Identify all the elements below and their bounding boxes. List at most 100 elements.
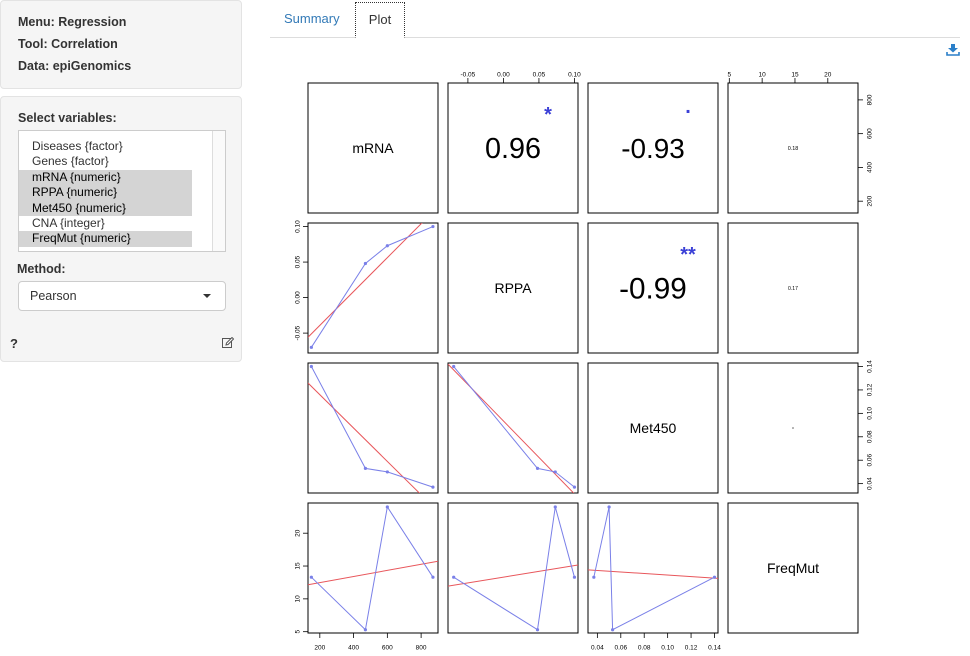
tick-label: 0.10 <box>568 72 581 79</box>
tab-bar: Summary Plot <box>270 0 960 38</box>
panel-frame <box>587 222 719 354</box>
panel-frame <box>587 502 719 634</box>
method-label: Method: <box>17 262 66 276</box>
panel-FreqMut-Met450 <box>587 502 719 634</box>
data-point <box>572 485 577 489</box>
panel-FreqMut-RPPA <box>447 502 579 634</box>
variable-label: mRNA <box>352 140 394 156</box>
tick-label: 0.14 <box>867 360 874 373</box>
tick-label: 0.08 <box>867 430 874 443</box>
tick-label: -0.05 <box>460 72 475 79</box>
panel-RPPA-RPPA: RPPA <box>447 222 579 354</box>
tick-label: 400 <box>867 162 874 173</box>
data-point <box>535 628 540 632</box>
panel-FreqMut-mRNA <box>307 502 439 634</box>
tick-label: 0.12 <box>685 645 698 652</box>
data-point <box>431 485 435 489</box>
data-point <box>610 628 615 632</box>
tick-label: 5 <box>295 629 302 633</box>
data-point <box>712 575 717 579</box>
method-value: Pearson <box>30 289 77 303</box>
variable-option[interactable]: RPPA {numeric} <box>19 185 192 201</box>
correlation-value: 0 <box>792 426 794 430</box>
panel-frame <box>307 362 439 494</box>
menu-label: Menu: Regression <box>18 15 127 29</box>
data-point <box>431 224 435 229</box>
data-point <box>309 364 313 369</box>
data-point <box>607 505 611 509</box>
download-icon[interactable] <box>946 44 960 56</box>
fit-line <box>308 223 423 338</box>
data-point <box>553 505 557 509</box>
chevron-down-icon <box>203 294 211 298</box>
data-point <box>553 470 557 474</box>
tick-label: 0.10 <box>295 220 302 233</box>
data-point <box>431 575 435 579</box>
correlation-value: 0.96 <box>485 133 541 165</box>
data-point <box>592 575 596 579</box>
correlation-value: 0.18 <box>788 146 799 152</box>
panel-FreqMut-FreqMut: FreqMut <box>727 502 859 634</box>
panel-frame <box>587 82 719 214</box>
tick-label: 15 <box>295 562 302 570</box>
tick-label: 800 <box>867 94 874 105</box>
tick-label: -0.05 <box>295 325 302 340</box>
tick-label: 0.06 <box>614 645 627 652</box>
axis-left-RPPA: -0.05 0.00 0.05 0.10 <box>295 220 308 341</box>
select-variables-label: Select variables: <box>18 111 117 125</box>
tick-label: 0.10 <box>661 645 674 652</box>
data-point <box>309 345 313 349</box>
tick-label: 15 <box>791 72 799 79</box>
data-point <box>309 575 313 579</box>
data-line <box>453 506 575 631</box>
tick-label: 0.05 <box>295 255 302 268</box>
variable-option[interactable]: Genes {factor} <box>32 154 109 169</box>
panel-mRNA-RPPA: 0.96* <box>447 82 579 214</box>
panel-frame <box>447 222 579 354</box>
panel-frame <box>447 502 579 634</box>
tick-label: 0.05 <box>533 72 546 79</box>
tick-label: 200 <box>314 645 325 652</box>
fit-line <box>588 569 718 579</box>
fit-line <box>308 382 421 493</box>
data-point <box>363 261 368 266</box>
axis-bottom-Met450: 0.04 0.06 0.08 0.10 0.12 0.14 <box>591 633 721 652</box>
variable-option[interactable]: Met450 {numeric} <box>19 200 192 216</box>
tick-label: 5 <box>728 72 732 79</box>
tick-label: 600 <box>382 645 393 652</box>
axis-right-Met450: 0.04 0.06 0.08 0.10 0.12 0.14 <box>858 360 874 490</box>
variables-select[interactable]: Diseases {factor} Genes {factor} mRNA {num… <box>18 130 226 252</box>
tick-label: 0.04 <box>591 645 604 652</box>
tick-label: 600 <box>867 128 874 139</box>
panel-frame <box>727 502 859 634</box>
variable-option[interactable]: FreqMut {numeric} <box>19 231 192 247</box>
panel-mRNA-FreqMut: 0.18 <box>727 82 859 214</box>
variable-option[interactable]: mRNA {numeric} <box>19 169 192 186</box>
panel-frame <box>307 502 439 634</box>
axis-left-FreqMut: 5 10 15 20 <box>295 529 308 633</box>
panel-frame <box>447 82 579 214</box>
panel-mRNA-mRNA: mRNA <box>307 82 439 214</box>
panel-mRNA-Met450: -0.93. <box>587 82 719 214</box>
axis-bottom-mRNA: 200 400 600 800 <box>314 633 427 652</box>
tick-label: 10 <box>295 595 302 603</box>
variables-scrollbar[interactable] <box>212 131 225 251</box>
help-button[interactable]: ? <box>10 336 18 351</box>
method-dropdown[interactable]: Pearson <box>18 281 226 311</box>
panel-RPPA-mRNA <box>307 222 439 354</box>
panel-frame <box>727 82 859 214</box>
data-point <box>385 470 389 474</box>
panel-frame <box>447 362 579 494</box>
tab-plot[interactable]: Plot <box>355 2 405 38</box>
tick-label: 0.00 <box>497 72 510 79</box>
variable-option[interactable]: CNA {integer} <box>32 215 105 230</box>
edit-icon[interactable] <box>222 337 234 349</box>
fit-line <box>448 564 578 587</box>
panel-frame <box>727 362 859 494</box>
correlation-value: -0.99 <box>619 272 687 305</box>
variable-option[interactable]: Diseases {factor} <box>32 139 123 153</box>
data-line <box>310 366 434 488</box>
data-line <box>310 226 434 348</box>
tab-summary[interactable]: Summary <box>284 11 340 26</box>
